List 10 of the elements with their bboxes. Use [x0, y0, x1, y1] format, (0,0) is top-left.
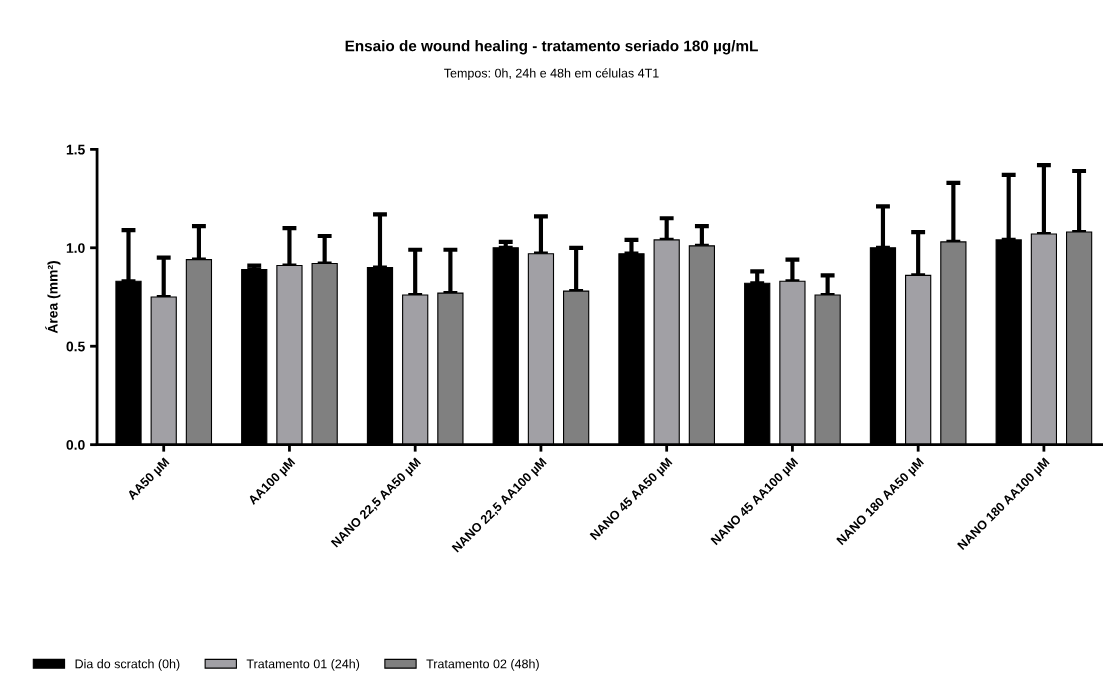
y-tick-label: 1.5 — [66, 144, 85, 155]
y-tick-label: 0.5 — [66, 341, 85, 352]
legend-label: Tratamento 01 (24h) — [246, 659, 360, 671]
chart-title: Ensaio de wound healing - tratamento seriado 180 µg/mL — [345, 40, 758, 55]
y-tick-label: 1.0 — [66, 243, 85, 253]
y-axis-title: Área (mm²) — [45, 261, 61, 334]
legend-label: Dia do scratch (0h) — [75, 659, 180, 671]
y-tick-label: 0.0 — [66, 440, 85, 450]
legend-label: Tratamento 02 (48h) — [426, 659, 539, 671]
chart-subtitle: Tempos: 0h, 24h e 48h em células 4T1 — [444, 68, 659, 80]
